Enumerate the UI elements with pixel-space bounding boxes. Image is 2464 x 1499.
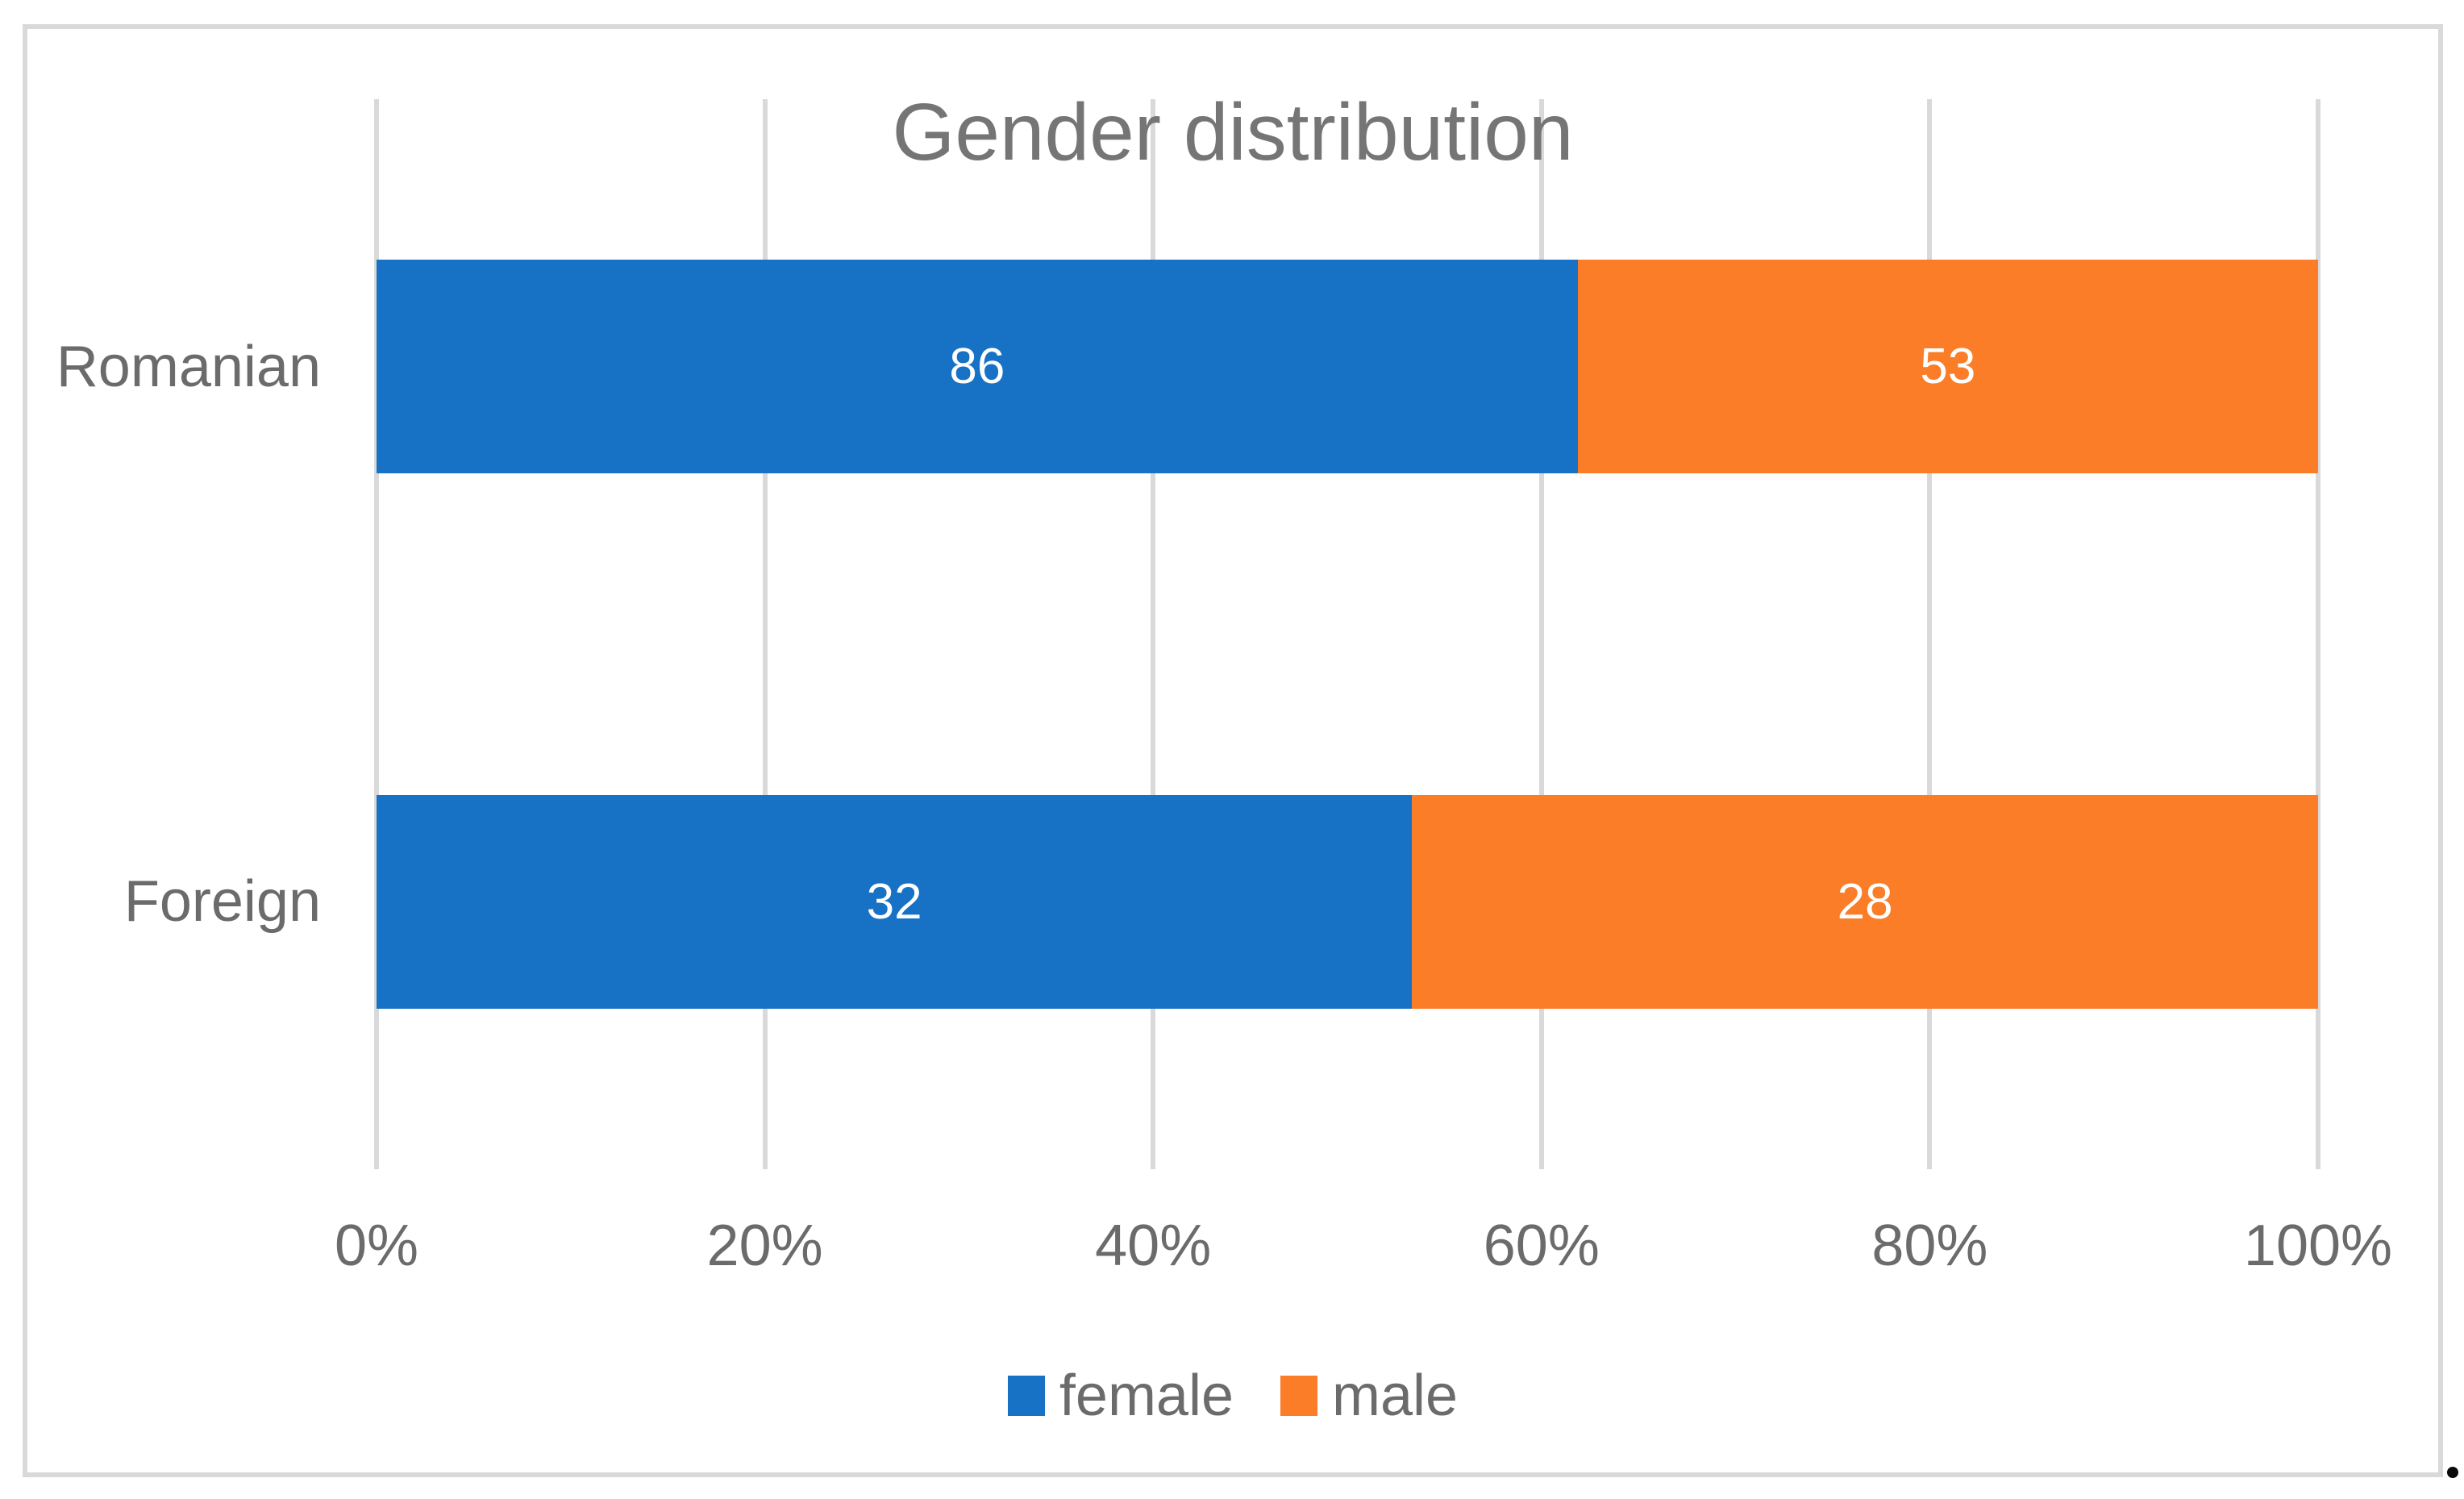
gridline-60% bbox=[1538, 99, 1544, 1169]
legend-label-female: female bbox=[1059, 1364, 1234, 1428]
tick-label-80%: 80% bbox=[1871, 1214, 1988, 1278]
category-label-romanian: Romanian bbox=[56, 334, 321, 399]
chart-title: Gender distribution bbox=[892, 87, 1574, 177]
gridline-40% bbox=[1151, 99, 1156, 1169]
bar-row-foreign: 32 28 bbox=[377, 635, 2318, 1170]
legend: female male bbox=[23, 1355, 2443, 1436]
stacked-bar-romanian: 86 53 bbox=[377, 260, 2318, 474]
gridline-80% bbox=[1927, 99, 1933, 1169]
data-label-male-romanian: 53 bbox=[1920, 339, 1976, 395]
bar-segment-male-foreign: 28 bbox=[1412, 794, 2318, 1009]
plot-area: 86 53 32 28 bbox=[374, 99, 2320, 1170]
legend-marker-female bbox=[1007, 1376, 1045, 1416]
legend-item-male: male bbox=[1280, 1367, 1458, 1425]
legend-marker-male bbox=[1280, 1376, 1318, 1416]
bar-row-romanian: 86 53 bbox=[377, 99, 2318, 635]
tick-label-40%: 40% bbox=[1095, 1214, 1212, 1278]
data-label-male-foreign: 28 bbox=[1837, 873, 1893, 930]
tick-label-0%: 0% bbox=[334, 1214, 419, 1278]
bar-segment-female-foreign: 32 bbox=[377, 794, 1413, 1009]
bar-segment-male-romanian: 53 bbox=[1577, 260, 2318, 474]
data-label-female-romanian: 86 bbox=[949, 339, 1005, 395]
legend-label-male: male bbox=[1332, 1364, 1459, 1428]
gridline-20% bbox=[762, 99, 768, 1169]
stacked-bar-foreign: 32 28 bbox=[377, 794, 2318, 1009]
bar-segment-female-romanian: 86 bbox=[377, 260, 1578, 474]
tick-label-20%: 20% bbox=[706, 1214, 823, 1278]
legend-item-female: female bbox=[1007, 1364, 1234, 1428]
gridline-0% bbox=[374, 99, 379, 1169]
category-label-foreign: Foreign bbox=[123, 869, 321, 935]
gridline-100% bbox=[2316, 99, 2320, 1169]
data-label-female-foreign: 32 bbox=[866, 873, 922, 930]
trailing-period-dot bbox=[2447, 1467, 2458, 1478]
tick-label-100%: 100% bbox=[2243, 1214, 2393, 1278]
tick-label-60%: 60% bbox=[1483, 1214, 1600, 1278]
